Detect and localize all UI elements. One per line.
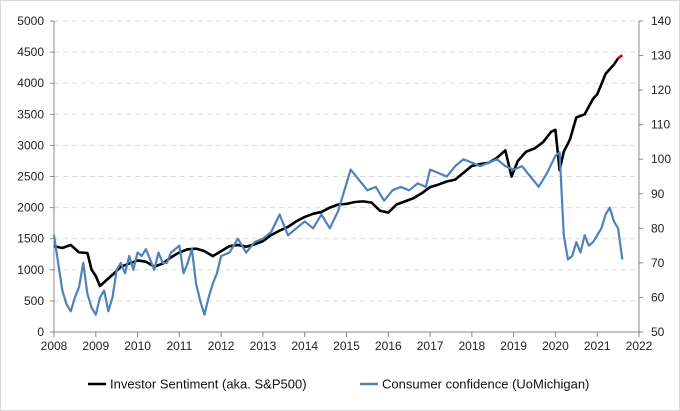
right-tick-label: 140 — [651, 14, 671, 28]
left-tick-label: 1500 — [17, 232, 44, 246]
gridlines — [54, 20, 639, 302]
left-tick-label: 5000 — [17, 14, 44, 28]
right-tick-label: 100 — [651, 152, 671, 166]
legend-item-consumer-confidence: Consumer confidence (UoMichigan) — [360, 377, 589, 392]
right-tick-label: 90 — [651, 187, 665, 201]
left-tick-label: 500 — [24, 294, 44, 308]
x-tick-label: 2018 — [459, 339, 486, 353]
legend: Investor Sentiment (aka. S&P500) Consumer… — [88, 377, 589, 392]
series-line-investor-sentiment-latest — [617, 54, 624, 60]
left-tick-label: 3000 — [17, 138, 44, 152]
legend-label: Consumer confidence (UoMichigan) — [382, 377, 589, 392]
x-tick-label: 2020 — [542, 339, 569, 353]
series-line-investor-sentiment — [53, 57, 620, 288]
right-tick-label: 80 — [651, 221, 665, 235]
left-tick-label: 2000 — [17, 201, 44, 215]
x-tick-label: 2009 — [82, 339, 109, 353]
x-tick-label: 2008 — [41, 339, 68, 353]
left-tick-label: 3500 — [17, 107, 44, 121]
x-tick-label: 2014 — [291, 339, 318, 353]
legend-label: Investor Sentiment (aka. S&P500) — [110, 377, 307, 392]
left-y-axis: 0 500 1000 1500 2000 2500 3000 3500 4000 4500 5000 — [17, 14, 54, 339]
x-tick-label: 2010 — [124, 339, 151, 353]
right-tick-label: 130 — [651, 49, 671, 63]
right-y-axis: 50 60 70 80 90 100 110 120 130 140 — [639, 14, 671, 339]
left-tick-label: 0 — [37, 325, 44, 339]
x-tick-label: 2011 — [166, 339, 192, 353]
legend-item-investor-sentiment: Investor Sentiment (aka. S&P500) — [88, 377, 307, 392]
right-tick-label: 60 — [651, 290, 665, 304]
right-tick-label: 110 — [651, 118, 670, 132]
series-layer — [52, 54, 624, 316]
series-line-consumer-confidence — [52, 151, 624, 316]
x-tick-label: 2017 — [417, 339, 444, 353]
x-tick-label: 2013 — [250, 339, 277, 353]
right-tick-label: 120 — [651, 83, 671, 97]
x-tick-label: 2022 — [626, 339, 653, 353]
left-tick-label: 4000 — [17, 76, 44, 90]
left-tick-label: 4500 — [17, 45, 44, 59]
left-tick-label: 1000 — [17, 263, 44, 277]
left-tick-label: 2500 — [17, 170, 44, 184]
x-tick-label: 2012 — [208, 339, 235, 353]
x-tick-label: 2016 — [375, 339, 402, 353]
right-tick-label: 50 — [651, 325, 665, 339]
x-tick-label: 2021 — [584, 339, 611, 353]
x-tick-label: 2015 — [333, 339, 360, 353]
x-axis: 2008 2009 2010 2011 2012 2013 2014 2015 2016 2017… — [41, 332, 653, 353]
right-tick-label: 70 — [651, 256, 665, 270]
x-tick-label: 2019 — [500, 339, 527, 353]
